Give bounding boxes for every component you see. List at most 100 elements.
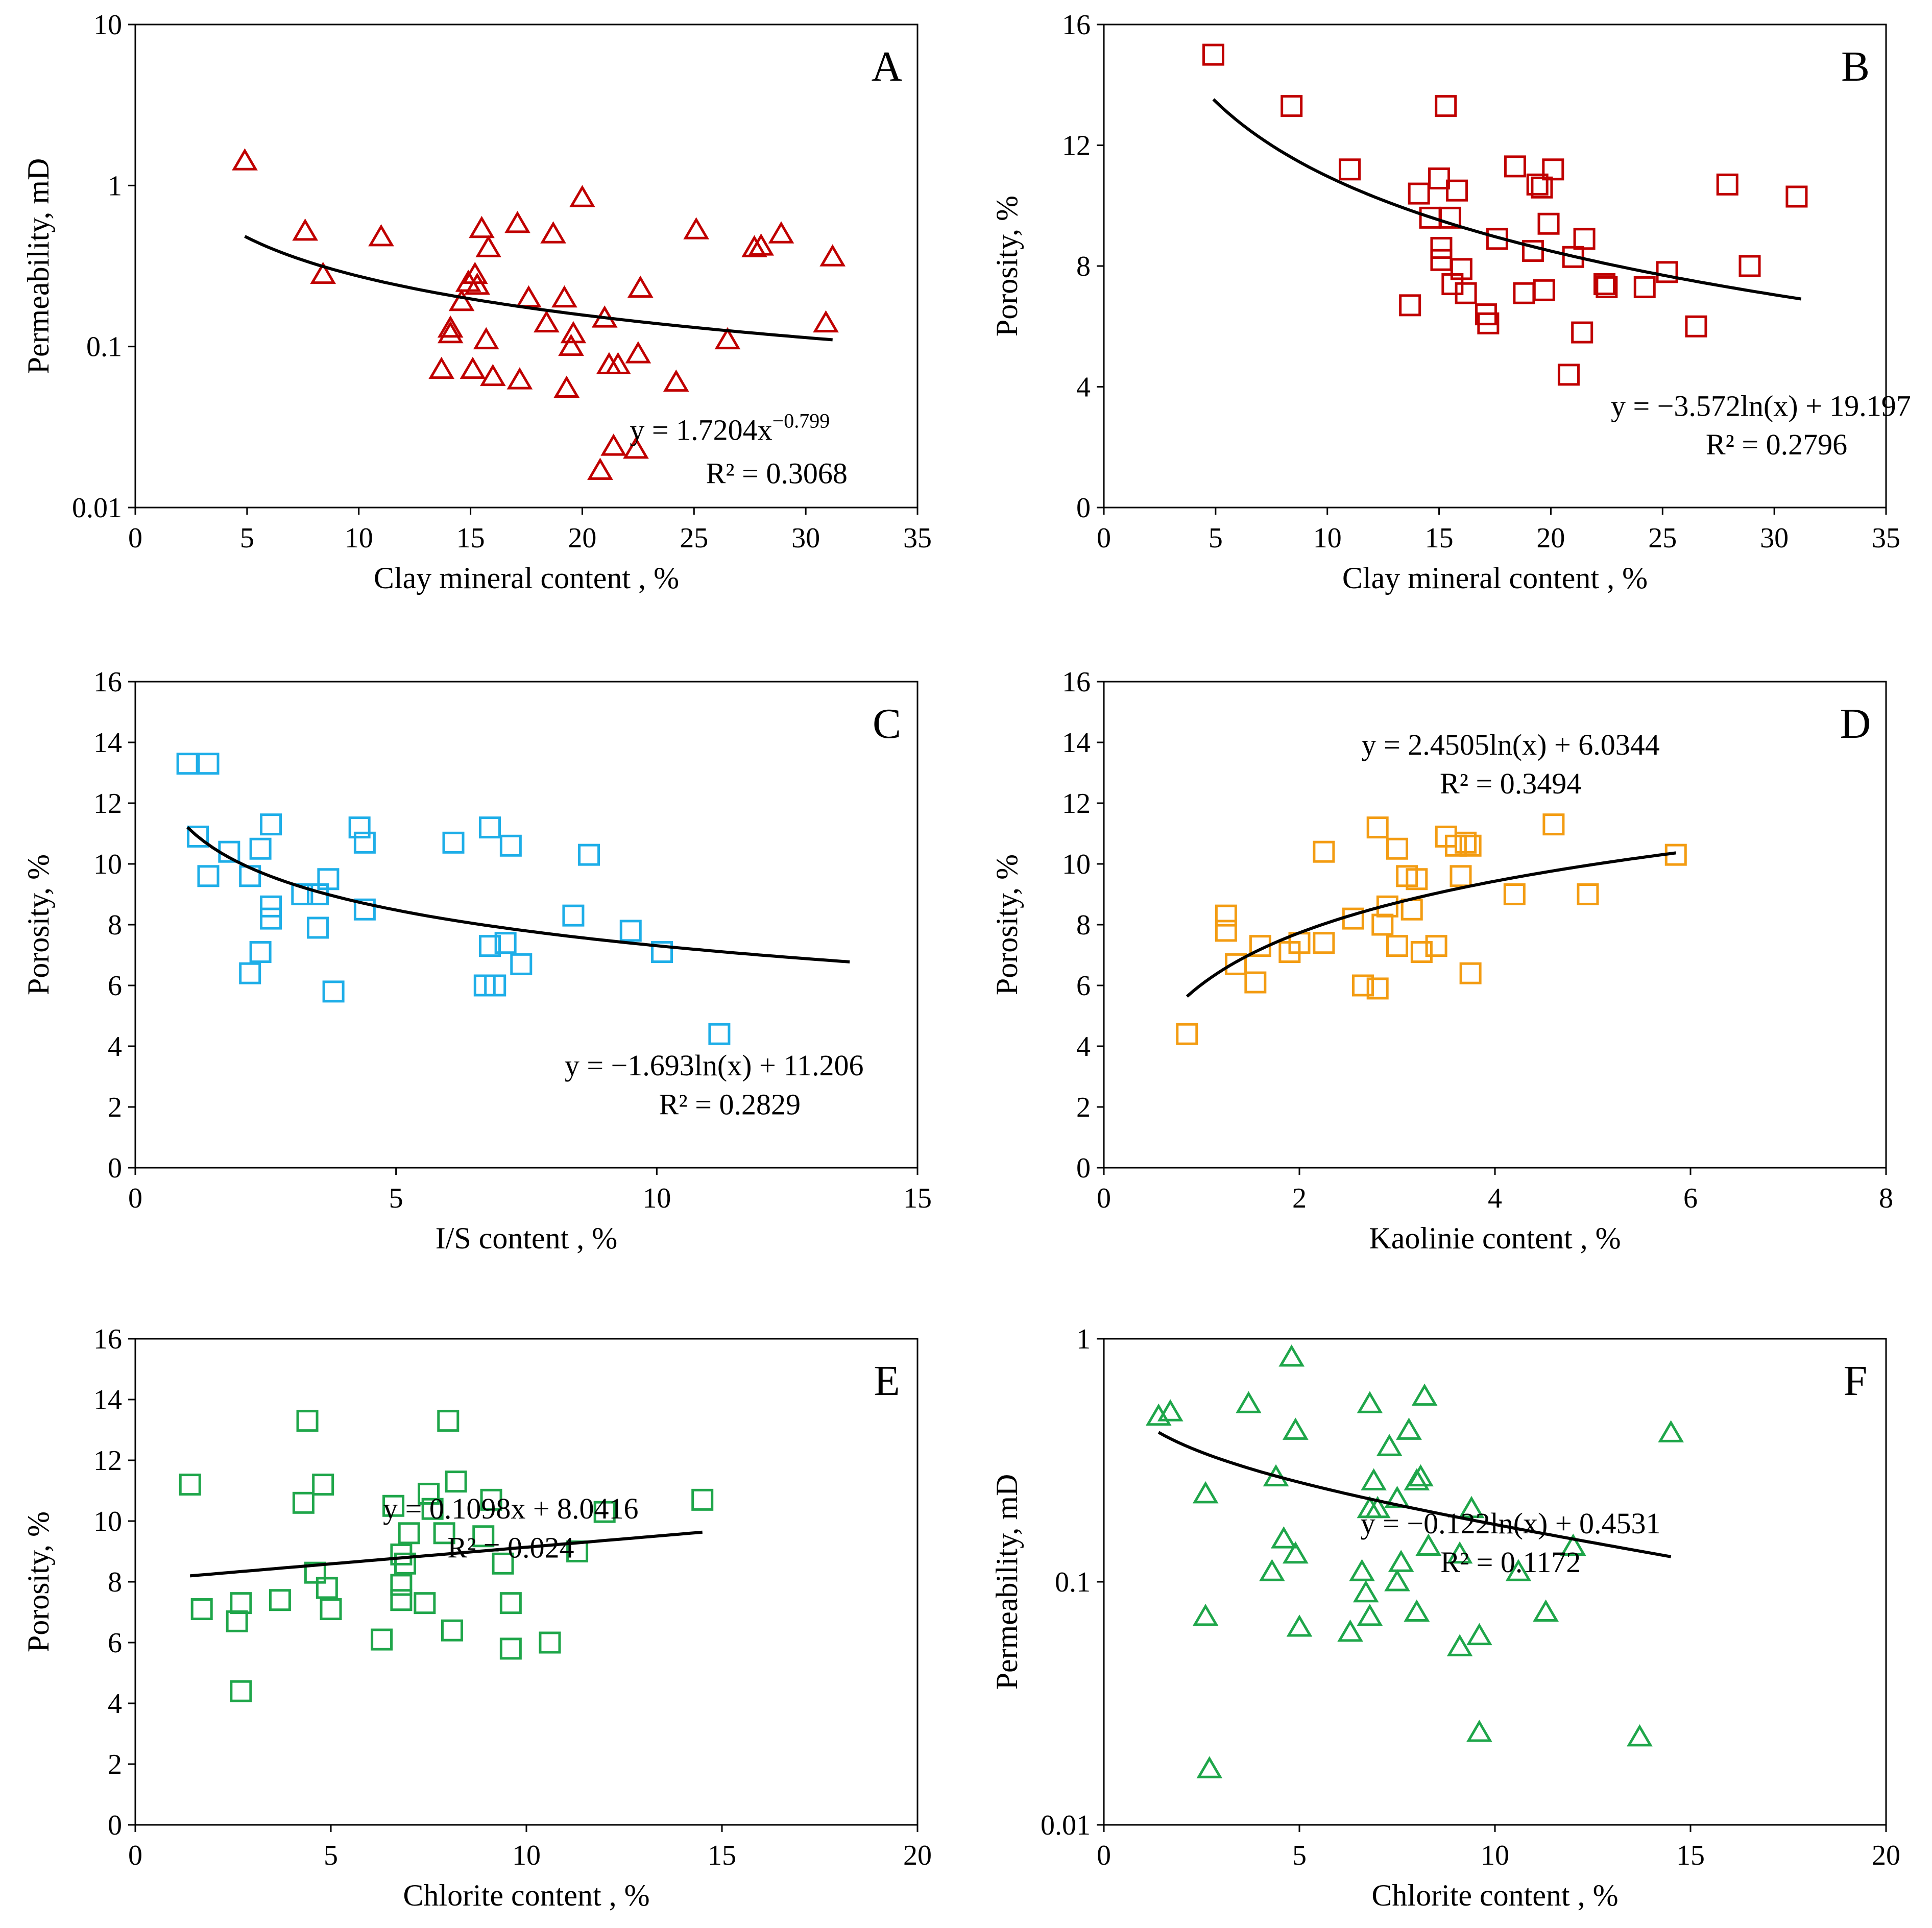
data-point [292,1491,315,1514]
data-point [1446,1541,1473,1564]
x-tick-label: 2 [1292,1183,1307,1214]
x-tick-label: 15 [903,1183,932,1214]
data-point [437,1410,460,1432]
x-tick-label: 25 [680,522,708,554]
x-tick-label: 5 [324,1840,338,1871]
data-point [394,1552,417,1575]
data-points [232,148,846,480]
data-point [1450,865,1472,887]
data-point [179,1474,201,1496]
data-point [683,217,710,239]
data-point [1658,1420,1684,1442]
data-point [1349,1559,1375,1581]
x-tick-label: 6 [1683,1183,1698,1214]
data-point [1364,1496,1391,1519]
data-point [748,233,774,256]
data-point [560,321,587,344]
data-point [176,753,199,775]
trendline [189,1530,703,1578]
data-point [558,333,584,356]
x-tick-label: 20 [903,1840,932,1871]
y-tick-label: 16 [93,1323,122,1355]
data-point [230,1592,252,1614]
y-tick-label: 6 [108,970,122,1002]
y-tick-label: 10 [93,849,122,880]
data-point [1313,840,1335,863]
data-point [506,367,533,390]
y-axis-label: Permeability, mD [990,1474,1024,1690]
r-squared: R² = 0.1172 [1440,1546,1581,1579]
data-point [504,210,530,233]
y-tick-label: 0 [108,1810,122,1841]
x-tick-label: 5 [240,522,254,554]
plot-frame [134,1338,919,1826]
y-tick-label: 8 [108,1566,122,1598]
x-tick-label: 10 [1481,1840,1509,1871]
data-point [390,1574,413,1596]
panel-B-clay-vs-porosity: 0 5 10 15 20 25 30 35 0 4 8 12 16 Clay mineral conten… [990,9,1911,595]
trend-equation: y = 0.1098x + 8.0416 [383,1492,638,1525]
data-point [232,148,258,171]
trend-equation: y = 2.4505ln(x) + 6.0344 [1362,728,1660,761]
y-axis-label: Porosity, % [990,196,1024,336]
data-point [1388,1550,1414,1572]
data-point [1685,315,1707,338]
data-point [187,825,209,848]
data-point [1259,1559,1285,1581]
data-point [516,285,542,308]
data-point [317,868,340,890]
data-point [353,831,376,854]
data-point [226,1610,248,1632]
data-point [1716,173,1738,196]
data-point [494,932,517,954]
data-point [437,315,464,338]
y-tick-label: 4 [1076,1031,1091,1063]
data-point [551,285,577,308]
panel-letter: A [872,43,903,90]
x-tick-label: 10 [1313,522,1342,554]
data-point [441,1619,463,1642]
data-points [1202,43,1808,386]
y-tick-label: 12 [93,1445,122,1477]
y-tick-label: 1 [1076,1323,1091,1355]
data-point [1459,834,1482,857]
x-tick-label: 10 [642,1183,671,1214]
panel-D-kaolinite-vs-porosity: 0 2 4 6 8 0 2 4 6 8 10 12 14 16 Kaolinie content , % Po… [990,666,1893,1255]
x-tick-label: 30 [1760,522,1789,554]
data-point [1271,1526,1297,1549]
data-point [1215,920,1237,942]
x-axis-label: Kaolinie content , % [1369,1221,1621,1255]
data-point [1400,898,1423,921]
y-tick-label: 12 [93,788,122,820]
y-tick-label: 10 [93,1506,122,1537]
data-point [472,1525,495,1548]
data-point [625,341,651,364]
data-point [1477,312,1500,334]
trendline [1186,851,1676,998]
data-point [304,1561,326,1584]
data-point [1399,294,1421,317]
x-tick-label: 0 [128,1840,142,1871]
y-tick-label: 2 [1076,1092,1091,1123]
x-tick-label: 30 [791,522,820,554]
x-tick-label: 0 [128,1183,142,1214]
data-point [1573,228,1596,250]
plot-frame [1103,1338,1887,1826]
x-tick-label: 15 [708,1840,736,1871]
data-point [1192,1481,1219,1504]
data-point [1430,237,1453,259]
x-tick-label: 25 [1648,522,1677,554]
data-point [1157,1399,1184,1421]
data-point [1337,1619,1363,1642]
data-point [1537,212,1560,235]
data-point [1406,868,1428,890]
panel-F-chlorite-vs-permeability: 0 5 10 15 20 0.01 0.1 1 Chlorite content , % Perm… [990,1323,1900,1912]
data-point [306,917,329,939]
data-point [310,261,336,284]
data-point [1533,1599,1559,1622]
data-point [1282,1541,1309,1564]
data-point [1282,1417,1309,1440]
x-tick-label: 4 [1488,1183,1502,1214]
data-point [819,244,846,267]
